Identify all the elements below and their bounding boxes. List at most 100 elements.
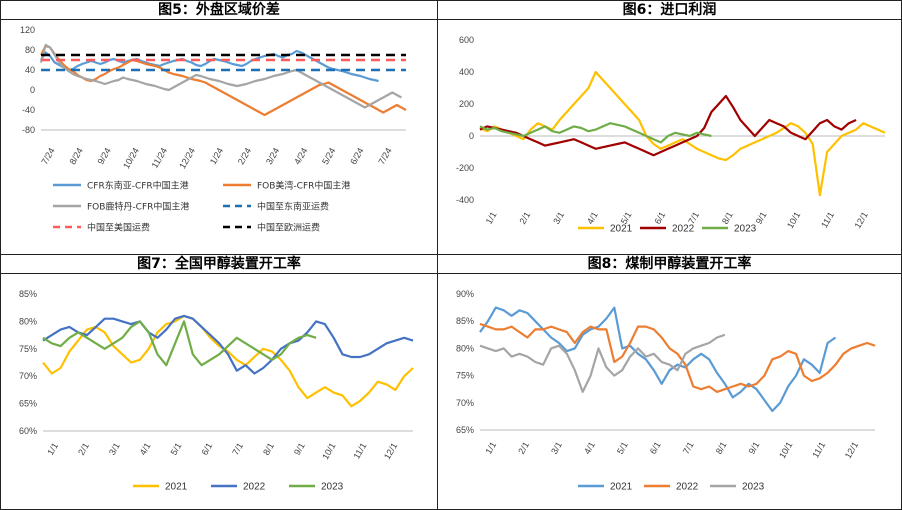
x-tick-label: 2/1 [516, 440, 531, 456]
x-tick-label: 7/1 [230, 441, 245, 457]
series-line [40, 44, 407, 117]
x-tick-label: 1/24 [208, 146, 225, 166]
y-tick-label: 70% [19, 371, 37, 381]
x-tick-label: 11/1 [810, 440, 827, 460]
y-tick-label: 0 [30, 85, 35, 95]
y-tick-label: 70% [456, 398, 474, 408]
x-tick-label: 10/1 [785, 210, 802, 230]
y-tick-label: 90% [456, 289, 474, 299]
x-tick-label: 11/24 [149, 146, 169, 170]
x-tick-label: 12/1 [843, 440, 860, 460]
panel-title: 图5：外盘区域价差 [1, 1, 437, 20]
legend-label: 中国至美国运费 [87, 222, 150, 234]
legend-label: 2022 [676, 482, 699, 493]
y-tick-label: 65% [456, 425, 474, 435]
x-tick-label: 4/24 [292, 146, 309, 166]
x-tick-label: 4/1 [138, 441, 153, 457]
x-tick-label: 7/24 [376, 146, 393, 166]
y-tick-label: 80 [25, 45, 35, 55]
x-tick-label: 4/1 [585, 210, 600, 226]
y-tick-label: 80% [456, 343, 474, 353]
y-tick-label: 85% [19, 289, 37, 299]
y-tick-label: 75% [456, 371, 474, 381]
legend-label: 中国至东南亚运费 [257, 201, 329, 213]
y-tick-label: 600 [459, 35, 474, 45]
x-tick-label: 3/1 [549, 440, 564, 456]
legend-label: 2023 [734, 224, 757, 235]
x-tick-label: 8/1 [720, 210, 735, 226]
y-tick-label: 200 [459, 99, 474, 109]
y-tick-label: 60% [19, 426, 37, 436]
y-tick-label: 75% [19, 344, 37, 354]
y-tick-label: 120 [20, 25, 35, 35]
x-tick-label: 3/1 [551, 210, 566, 226]
chart-national-rate: 85% 80% 75% 70% 65% 60% 1/1 2/1 3/1 4/1 5/1 6/1 7/1 8… [19, 289, 414, 493]
x-tick-label: 6/1 [648, 440, 663, 456]
x-tick-label: 5/1 [615, 440, 630, 456]
series-line [479, 122, 712, 144]
x-tick-label: 8/1 [714, 440, 729, 456]
x-tick-label: 12/24 [177, 146, 197, 171]
legend-label: 2022 [672, 224, 695, 235]
legend-label: 2023 [742, 482, 765, 493]
x-tick-label: 3/1 [107, 441, 122, 457]
y-tick-label: 65% [19, 399, 37, 409]
series-line [39, 43, 402, 109]
x-tick-label: 11/1 [819, 210, 836, 230]
x-tick-label: 9/1 [747, 440, 762, 456]
series-line [479, 306, 837, 413]
legend-label: CFR东南亚-CFR中国主港 [87, 180, 189, 192]
chart-coal-rate: 90% 85% 80% 75% 70% 65% 1/1 2/1 3/1 4/1 5/1 6/1 7/1 8… [456, 289, 876, 493]
x-tick-label: 10/1 [320, 441, 337, 461]
y-tick-label: -80 [22, 125, 35, 135]
x-tick-label: 10/1 [777, 440, 794, 460]
series-line [479, 94, 857, 157]
x-tick-label: 8/1 [261, 441, 276, 457]
x-tick-label: 6/1 [199, 441, 214, 457]
y-tick-label: 40 [25, 65, 35, 75]
x-tick-label: 5/1 [169, 441, 184, 457]
x-tick-label: 7/24 [39, 146, 56, 166]
y-tick-label: -200 [456, 163, 474, 173]
x-tick-label: 3/24 [264, 146, 281, 166]
y-tick-label: 80% [19, 316, 37, 326]
panel-national-rate: 图7：全国甲醇装置开工率 85% 80% 75% 70% 65% 60% 1/1 2/1 3/1… [0, 254, 438, 510]
x-tick-label: 2/1 [517, 210, 532, 226]
x-tick-label: 7/1 [681, 440, 696, 456]
x-tick-label: 2/24 [236, 146, 253, 166]
chart-spread: 120 80 40 0 -40 -80 7/24 8/24 9/24 10/24 11/24 12/2… [20, 25, 407, 234]
legend-label: FOB鹿特丹-CFR中国主港 [87, 201, 189, 213]
x-tick-label: 12/1 [382, 441, 399, 461]
x-tick-label: 5/24 [320, 146, 337, 166]
x-tick-label: 9/1 [292, 441, 307, 457]
x-tick-label: 1/1 [45, 441, 60, 457]
panel-coal-rate: 图8：煤制甲醇装置开工率 90% 85% 80% 75% 70% 65% 1/1 2/1 3/1… [437, 254, 902, 510]
y-tick-label: 85% [456, 316, 474, 326]
x-tick-label: 10/24 [121, 146, 141, 171]
legend-label: 2023 [321, 482, 344, 493]
series-line [42, 320, 317, 367]
x-tick-label: 6/24 [348, 146, 365, 166]
panel-title: 图6：进口利润 [438, 1, 901, 20]
legend-label: 2021 [610, 224, 633, 235]
series-line [479, 333, 726, 394]
x-tick-label: 11/1 [351, 441, 368, 461]
panel-spread: 图5：外盘区域价差 120 80 40 0 -40 -80 7/24 8/24 9/24 10/2… [0, 0, 438, 255]
x-tick-label: 8/24 [67, 146, 84, 166]
series-line [42, 314, 414, 408]
series-line [42, 314, 414, 375]
x-tick-label: 12/1 [852, 210, 869, 230]
y-tick-label: 400 [459, 67, 474, 77]
y-tick-label: -400 [456, 195, 474, 205]
legend-label: FOB美湾-CFR中国主港 [257, 180, 350, 192]
y-tick-label: 0 [469, 131, 474, 141]
legend-label: 中国至欧洲运费 [257, 222, 320, 234]
legend-label: 2021 [165, 482, 188, 493]
legend-label: 2021 [610, 482, 633, 493]
panel-title: 图8：煤制甲醇装置开工率 [438, 255, 901, 274]
x-tick-label: 2/1 [76, 441, 91, 457]
y-tick-label: -40 [22, 105, 35, 115]
x-tick-label: 9/24 [95, 146, 112, 166]
legend-label: 2022 [243, 482, 266, 493]
